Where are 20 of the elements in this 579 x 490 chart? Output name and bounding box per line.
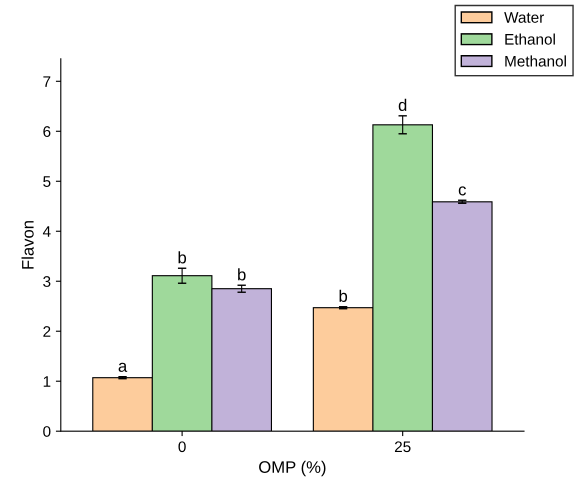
x-tick-label: 25 bbox=[394, 441, 411, 452]
y-tick-label: 5 bbox=[43, 176, 50, 187]
data-label: a bbox=[118, 362, 128, 372]
y-tick-label: 4 bbox=[42, 226, 51, 237]
data-label: c bbox=[458, 186, 466, 196]
y-tick-label: 3 bbox=[43, 276, 50, 287]
y-tick-label: 7 bbox=[43, 76, 50, 87]
y-axis-title: Flavon bbox=[21, 221, 34, 269]
legend-label: Ethanol bbox=[505, 33, 555, 45]
data-label: b bbox=[238, 268, 246, 280]
data-label: b bbox=[178, 251, 186, 264]
legend-label: Water bbox=[504, 12, 544, 23]
y-tick-label: 0 bbox=[43, 426, 50, 437]
y-tick-label: 6 bbox=[43, 126, 50, 137]
x-axis-title: OMP (%) bbox=[259, 460, 326, 476]
legend-label: Methanol bbox=[505, 55, 566, 67]
y-tick-label: 2 bbox=[43, 326, 50, 337]
y-tick-label: 1 bbox=[44, 376, 50, 387]
data-label: d bbox=[398, 98, 406, 111]
data-label: b bbox=[340, 290, 348, 302]
